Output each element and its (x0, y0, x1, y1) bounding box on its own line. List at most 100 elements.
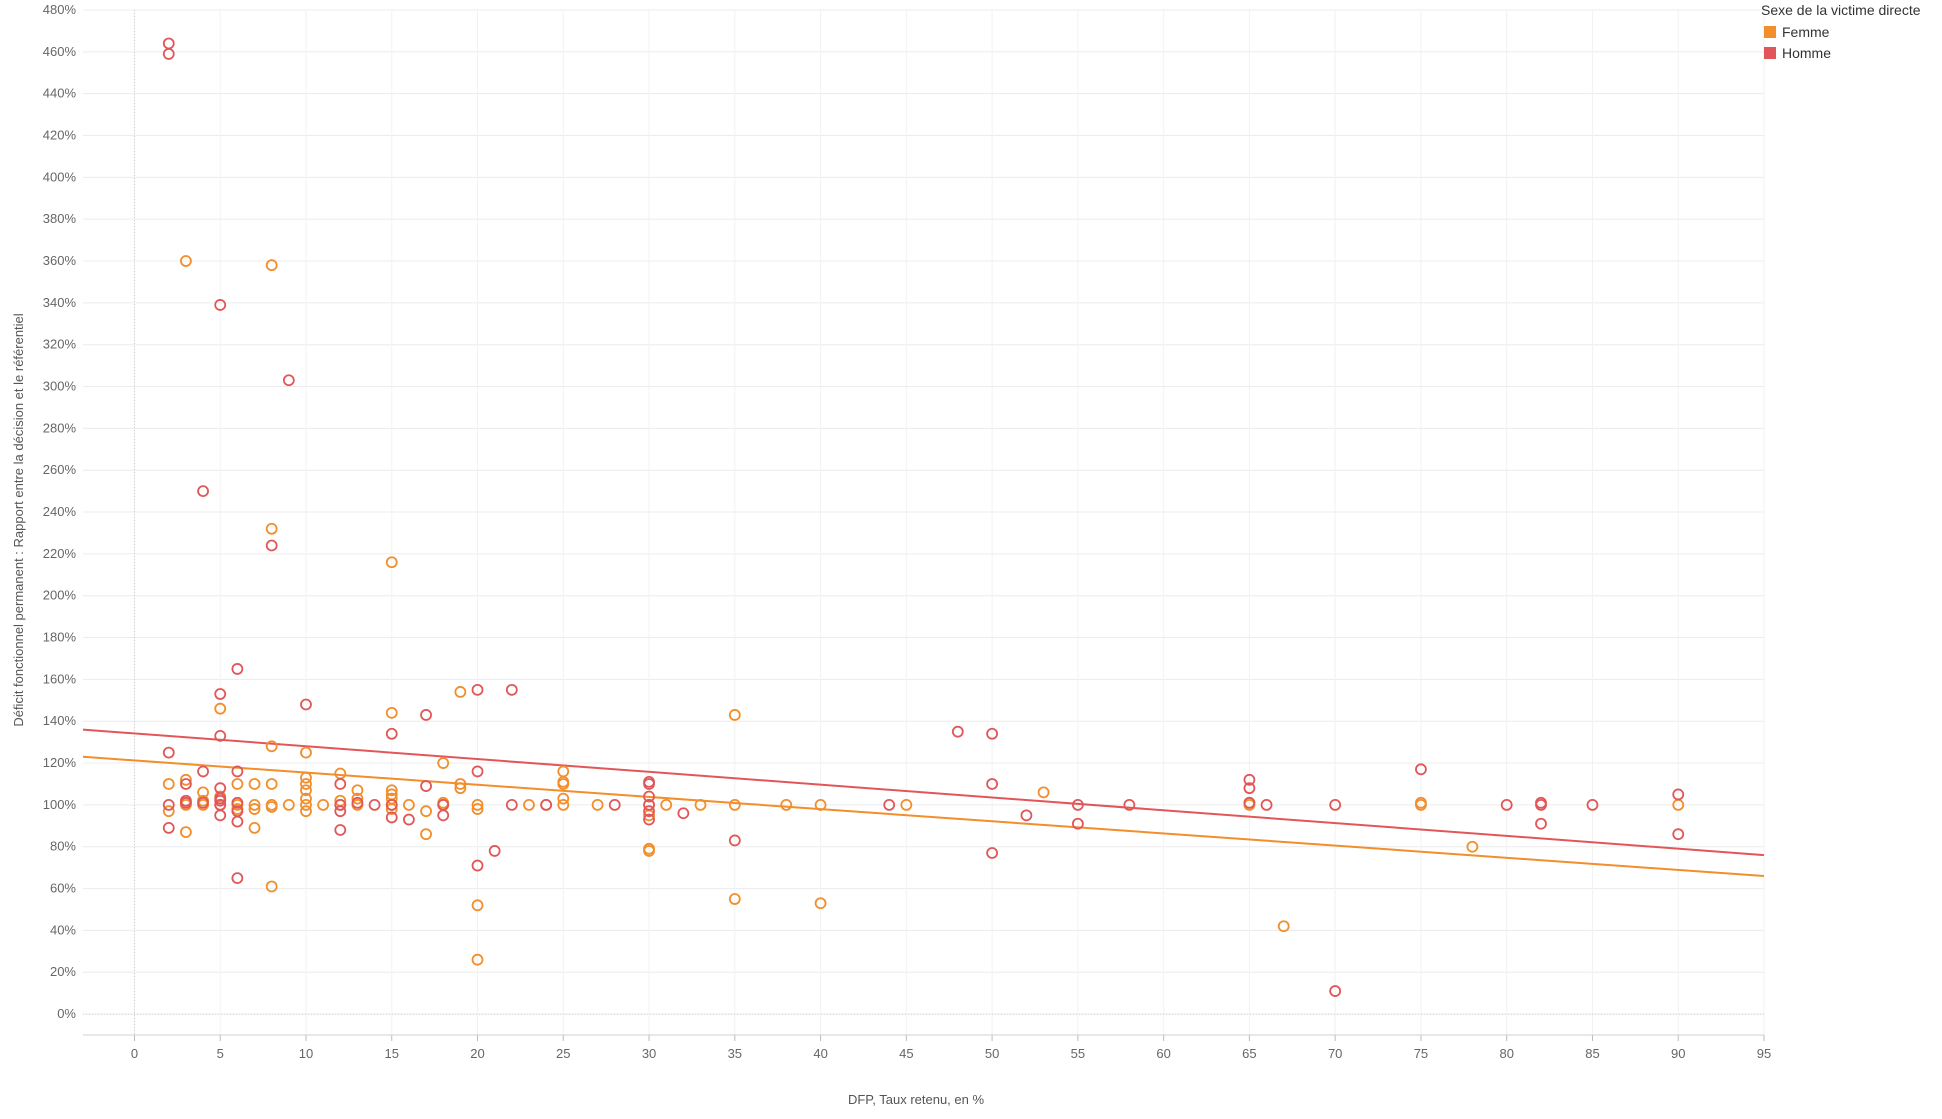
legend-item-femme[interactable]: Femme (1764, 24, 1921, 40)
data-point-femme[interactable] (1037, 786, 1050, 799)
data-point-homme[interactable] (180, 778, 192, 790)
data-point-femme[interactable] (265, 801, 278, 813)
data-point-homme[interactable] (986, 778, 999, 790)
data-point-femme[interactable] (1415, 798, 1427, 811)
data-point-femme[interactable] (282, 798, 295, 811)
data-point-homme[interactable] (437, 809, 450, 822)
data-point-homme[interactable] (265, 539, 278, 552)
data-point-femme[interactable] (265, 740, 278, 753)
data-point-homme[interactable] (488, 845, 501, 857)
data-point-homme[interactable] (231, 765, 244, 778)
data-point-femme[interactable] (300, 805, 312, 818)
data-point-homme[interactable] (282, 374, 295, 387)
data-point-femme[interactable] (248, 803, 261, 815)
data-point-homme[interactable] (986, 727, 999, 740)
data-point-homme[interactable] (643, 778, 655, 790)
data-point-homme[interactable] (334, 798, 347, 811)
data-point-femme[interactable] (385, 706, 398, 719)
data-point-femme[interactable] (1277, 920, 1290, 933)
data-point-homme[interactable] (471, 859, 484, 872)
data-point-femme[interactable] (162, 805, 175, 818)
data-point-femme[interactable] (557, 792, 570, 805)
data-point-femme[interactable] (334, 767, 347, 780)
data-point-homme[interactable] (403, 813, 415, 826)
data-point-homme[interactable] (197, 765, 209, 778)
data-point-homme[interactable] (1071, 798, 1084, 811)
data-point-homme[interactable] (608, 798, 621, 811)
data-point-femme[interactable] (814, 897, 827, 910)
data-point-femme[interactable] (728, 798, 741, 811)
data-point-homme[interactable] (1071, 817, 1084, 830)
data-point-homme[interactable] (883, 798, 896, 811)
data-point-femme[interactable] (471, 798, 484, 811)
data-point-femme[interactable] (471, 953, 484, 966)
data-point-homme[interactable] (1535, 798, 1547, 811)
data-point-homme[interactable] (197, 485, 209, 498)
data-point-homme[interactable] (505, 683, 518, 696)
data-point-femme[interactable] (660, 798, 673, 811)
data-point-homme[interactable] (1329, 985, 1342, 997)
data-point-femme[interactable] (728, 709, 741, 721)
data-point-homme[interactable] (162, 746, 175, 759)
data-point-femme[interactable] (180, 826, 192, 838)
data-point-femme[interactable] (300, 792, 312, 805)
data-point-homme[interactable] (643, 805, 655, 818)
data-point-homme[interactable] (162, 822, 175, 834)
data-point-femme[interactable] (385, 784, 398, 797)
data-point-homme[interactable] (214, 688, 227, 700)
data-point-homme[interactable] (1329, 798, 1342, 811)
data-point-homme[interactable] (231, 663, 244, 675)
data-point-homme[interactable] (334, 805, 347, 818)
data-point-homme[interactable] (1415, 763, 1427, 776)
data-point-homme[interactable] (162, 37, 175, 50)
legend-item-homme[interactable]: Homme (1764, 45, 1921, 61)
data-point-homme[interactable] (1672, 828, 1685, 841)
data-point-femme[interactable] (231, 778, 244, 790)
data-point-homme[interactable] (643, 790, 655, 803)
data-point-femme[interactable] (248, 798, 261, 811)
data-point-homme[interactable] (162, 798, 175, 811)
data-point-femme[interactable] (471, 899, 484, 912)
data-point-femme[interactable] (403, 798, 415, 811)
data-point-femme[interactable] (420, 805, 432, 818)
data-point-homme[interactable] (420, 709, 432, 721)
data-point-homme[interactable] (180, 796, 192, 809)
data-point-homme[interactable] (214, 729, 227, 742)
data-point-femme[interactable] (248, 822, 261, 834)
data-point-homme[interactable] (334, 824, 347, 836)
data-point-homme[interactable] (1500, 798, 1513, 811)
data-point-homme[interactable] (505, 798, 518, 811)
data-point-femme[interactable] (265, 778, 278, 790)
data-point-homme[interactable] (540, 798, 553, 811)
data-point-homme[interactable] (385, 811, 398, 824)
data-point-homme[interactable] (420, 780, 432, 792)
data-point-femme[interactable] (351, 784, 364, 797)
data-point-homme[interactable] (951, 725, 964, 738)
data-point-homme[interactable] (677, 807, 690, 820)
data-point-femme[interactable] (557, 778, 570, 790)
data-point-homme[interactable] (334, 778, 347, 790)
data-point-homme[interactable] (1020, 809, 1033, 822)
data-point-femme[interactable] (300, 798, 312, 811)
data-point-femme[interactable] (454, 778, 467, 790)
data-point-femme[interactable] (471, 803, 484, 815)
data-point-femme[interactable] (454, 686, 467, 698)
data-point-homme[interactable] (1243, 782, 1256, 795)
data-point-homme[interactable] (300, 698, 312, 711)
data-point-femme[interactable] (1466, 840, 1479, 853)
data-point-femme[interactable] (420, 828, 432, 841)
data-point-homme[interactable] (368, 798, 381, 811)
data-point-homme[interactable] (1535, 817, 1547, 830)
data-point-femme[interactable] (317, 798, 330, 811)
data-point-femme[interactable] (300, 778, 312, 790)
data-point-homme[interactable] (214, 299, 227, 311)
data-point-homme[interactable] (728, 834, 741, 847)
data-point-femme[interactable] (214, 702, 227, 715)
data-point-femme[interactable] (300, 771, 312, 784)
data-point-femme[interactable] (728, 893, 741, 905)
data-point-homme[interactable] (1672, 788, 1685, 801)
data-point-homme[interactable] (351, 796, 364, 809)
data-point-femme[interactable] (180, 773, 192, 786)
data-point-homme[interactable] (1123, 798, 1136, 811)
data-point-femme[interactable] (780, 798, 793, 811)
